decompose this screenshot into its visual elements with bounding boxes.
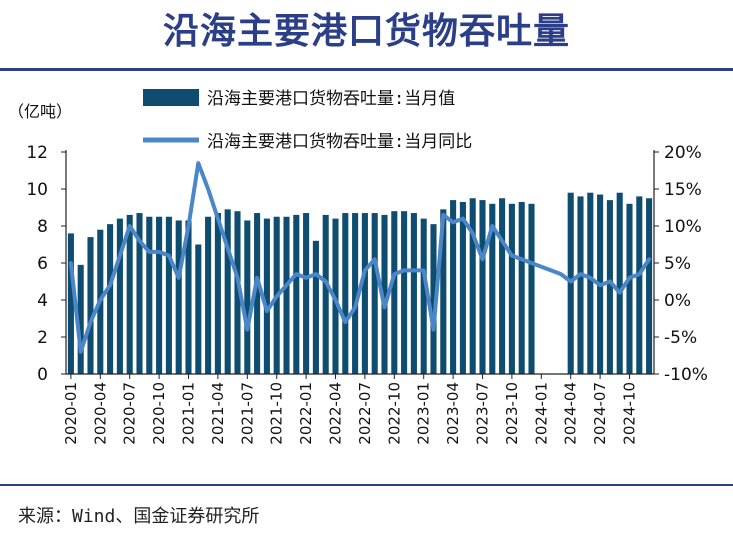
left-tick-label: 0: [37, 365, 48, 385]
bar: [303, 213, 310, 374]
bar: [224, 209, 231, 374]
right-tick-label: -10%: [664, 365, 708, 385]
bar: [528, 203, 535, 374]
x-tick-label: 2024-04: [562, 382, 580, 445]
legend: 沿海主要港口货物吞吐量:当月值 沿海主要港口货物吞吐量:当月同比: [143, 89, 472, 152]
legend-bar-label: 沿海主要港口货物吞吐量:当月值: [207, 89, 455, 109]
bar: [489, 203, 496, 374]
x-tick-label: 2022-04: [327, 382, 345, 445]
bar: [293, 214, 300, 374]
x-tick-label: 2024-07: [591, 382, 609, 445]
bar: [440, 209, 447, 374]
bar: [254, 213, 261, 374]
bar: [77, 264, 84, 374]
bar: [195, 244, 202, 374]
x-tick-label: 2020-07: [121, 382, 139, 445]
left-tick-label: 4: [37, 291, 48, 311]
x-tick-label: 2024-10: [621, 382, 639, 445]
bar: [626, 203, 633, 374]
bar: [587, 192, 594, 374]
bar: [107, 224, 114, 374]
x-tick-label: 2020-10: [150, 382, 168, 445]
x-tick-label: 2022-01: [297, 382, 315, 445]
x-tick-label: 2023-04: [444, 382, 462, 445]
title-divider: [0, 68, 733, 71]
x-tick-label: 2020-04: [91, 382, 109, 445]
bar: [361, 213, 368, 374]
bar: [312, 240, 319, 374]
x-tick-label: 2023-01: [415, 382, 433, 445]
bar: [391, 211, 398, 374]
axes: 0 2 4 6 8 10 12 -10% -5% 0% 5% 10% 15% 20% 2020-01 2020…: [26, 143, 708, 445]
legend-line-label: 沿海主要港口货物吞吐量:当月同比: [207, 132, 472, 152]
bar: [508, 203, 515, 374]
bar: [401, 211, 408, 374]
bar: [410, 213, 417, 374]
bar: [67, 233, 74, 374]
footer-divider: [0, 484, 733, 486]
bar: [636, 196, 643, 374]
bar: [371, 213, 378, 374]
right-tick-label: 15%: [664, 180, 702, 200]
bar: [263, 218, 270, 374]
bar: [244, 220, 251, 374]
bar: [175, 220, 182, 374]
left-tick-label: 12: [26, 143, 48, 163]
bar: [381, 214, 388, 374]
bar: [126, 214, 133, 374]
bar: [146, 216, 153, 374]
bar: [87, 237, 94, 374]
yoy-line-series: [68, 161, 652, 354]
bar: [156, 216, 163, 374]
bar: [616, 192, 623, 374]
bar: [185, 220, 192, 374]
x-tick-label: 2020-01: [62, 382, 80, 445]
bar: [116, 218, 123, 374]
bar: [214, 213, 221, 374]
bar: [234, 211, 241, 374]
right-tick-label: 0%: [664, 291, 691, 311]
right-tick-label: 10%: [664, 217, 702, 237]
bar: [352, 213, 359, 374]
x-tick-label: 2024-01: [532, 382, 550, 445]
bar: [450, 200, 457, 374]
bar: [518, 201, 525, 374]
bar: [646, 198, 653, 374]
x-tick-label: 2021-01: [180, 382, 198, 445]
bar: [136, 213, 143, 374]
x-tick-label: 2021-10: [268, 382, 286, 445]
bar: [420, 218, 427, 374]
left-tick-label: 6: [37, 254, 48, 274]
bar: [459, 201, 466, 374]
bar: [283, 216, 290, 374]
right-tick-label: -5%: [664, 328, 697, 348]
bar: [606, 200, 613, 374]
bar: [342, 213, 349, 374]
bar: [499, 198, 506, 374]
bar: [205, 216, 212, 374]
bar: [479, 200, 486, 374]
x-tick-label: 2023-10: [503, 382, 521, 445]
bar: [577, 196, 584, 374]
chart: 0 2 4 6 8 10 12 -10% -5% 0% 5% 10% 15% 20% 2020-01 2020…: [8, 89, 708, 445]
x-tick-label: 2022-10: [385, 382, 403, 445]
bar: [322, 214, 329, 374]
x-tick-label: 2021-07: [238, 382, 256, 445]
x-tick-label: 2022-07: [356, 382, 374, 445]
x-tick-label: 2023-07: [474, 382, 492, 445]
bar: [469, 198, 476, 374]
left-tick-label: 10: [26, 180, 48, 200]
legend-bar-swatch: [143, 89, 199, 106]
right-tick-label: 5%: [664, 254, 691, 274]
right-tick-label: 20%: [664, 143, 702, 163]
chart-title: 沿海主要港口货物吞吐量: [162, 11, 570, 52]
source-note: 来源：Wind、国金证券研究所: [18, 506, 260, 527]
left-axis-unit: （亿吨）: [8, 102, 72, 121]
left-tick-label: 8: [37, 217, 48, 237]
left-tick-label: 2: [37, 328, 48, 348]
bar: [165, 216, 172, 374]
bar: [430, 224, 437, 374]
x-tick-label: 2021-04: [209, 382, 227, 445]
